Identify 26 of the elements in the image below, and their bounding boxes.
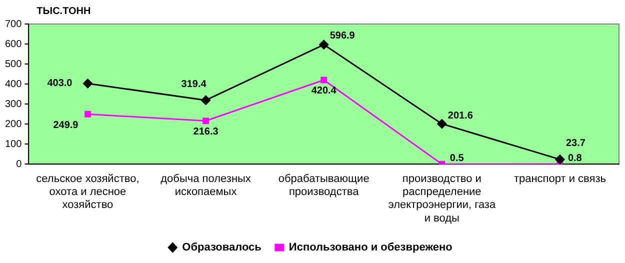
x-tick-label: транспорт и связь [514, 172, 606, 185]
data-label: 201.6 [448, 110, 474, 122]
y-tick-label: 0 [16, 158, 22, 170]
y-tick-label: 400 [4, 78, 22, 90]
y-tick-label: 300 [4, 98, 22, 110]
data-label: 23.7 [566, 138, 586, 150]
x-tick-label: добыча полезных ископаемых [160, 172, 252, 198]
x-tick-label: сельское хозяйство, охота и лесное хозяйство [36, 172, 140, 212]
legend-label: Использовано и обезврежено [288, 242, 453, 254]
data-label: 319.4 [181, 78, 207, 90]
data-label: 0.8 [568, 152, 582, 164]
data-label: 596.9 [330, 30, 356, 42]
y-tick-label: 200 [4, 118, 22, 130]
legend-label: Образовалось [182, 242, 262, 254]
data-label: 249.9 [53, 120, 79, 131]
y-tick-label: 600 [4, 38, 22, 50]
y-tick-label: 500 [4, 58, 22, 70]
x-tick-label: обрабатывающие производства [278, 172, 370, 198]
y-axis-title: ТЫС.ТОНН [36, 6, 91, 17]
x-tick-label: производство и распределение электроэнергии, газа и воды [388, 172, 496, 224]
data-label: 403.0 [47, 78, 73, 90]
y-tick-label: 100 [4, 138, 22, 150]
data-label: 420.4 [311, 86, 337, 97]
data-label: 216.3 [193, 126, 219, 138]
data-label: 0.5 [450, 152, 464, 164]
y-tick-label: 700 [4, 18, 22, 30]
